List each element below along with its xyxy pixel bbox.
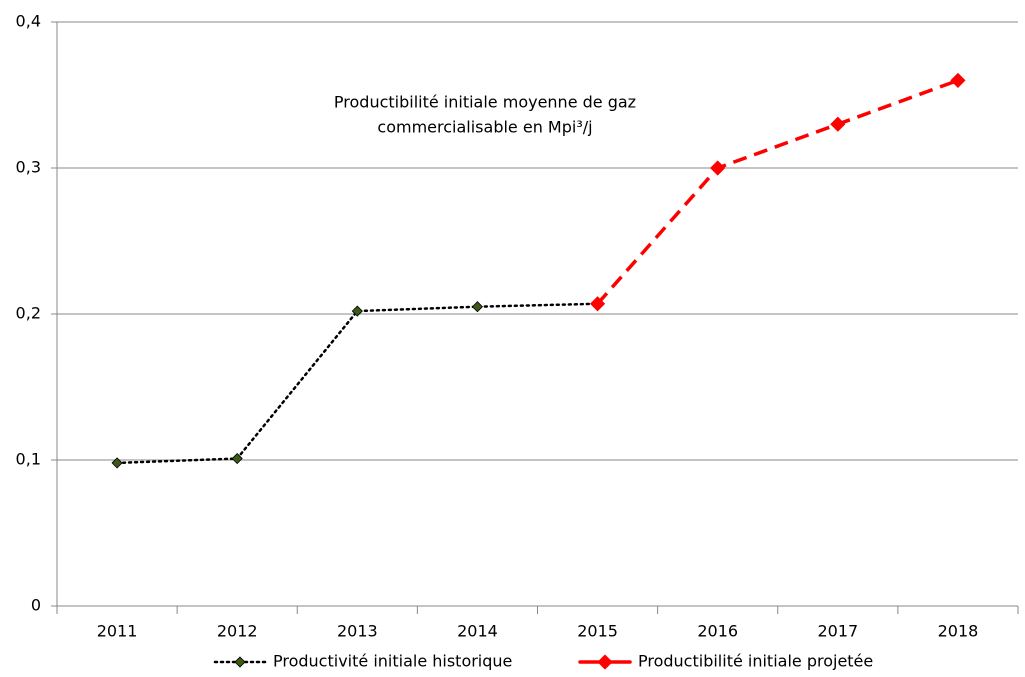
series-line [596, 78, 959, 305]
marker [351, 305, 363, 317]
marker [830, 116, 846, 132]
x-tick-label: 2011 [97, 622, 138, 641]
y-tick-label: 0,1 [16, 450, 41, 469]
marker [589, 296, 606, 312]
legend-label: Productivité initiale historique [273, 652, 512, 671]
marker [950, 72, 966, 88]
marker [710, 160, 726, 176]
legend-label: Productibilité initiale projetée [638, 652, 873, 671]
x-tick-label: 2017 [817, 622, 858, 641]
x-tick-label: 2016 [697, 622, 738, 641]
chart-title: commercialisable en Mpi³/j [377, 118, 592, 137]
x-tick-label: 2012 [217, 622, 258, 641]
x-tick-label: 2013 [337, 622, 378, 641]
marker [231, 452, 243, 465]
x-tick-label: 2018 [938, 622, 979, 641]
marker [471, 301, 484, 313]
marker [111, 457, 123, 469]
x-tick-label: 2014 [457, 622, 498, 641]
y-tick-label: 0 [31, 596, 41, 615]
series-line [115, 302, 599, 465]
legend-marker [597, 654, 613, 670]
legend-marker [234, 656, 246, 668]
y-tick-label: 0,4 [16, 12, 41, 31]
y-tick-label: 0,3 [16, 158, 41, 177]
chart-title: Productibilité initiale moyenne de gaz [334, 93, 636, 112]
x-tick-label: 2015 [577, 622, 618, 641]
y-tick-label: 0,2 [16, 304, 41, 323]
